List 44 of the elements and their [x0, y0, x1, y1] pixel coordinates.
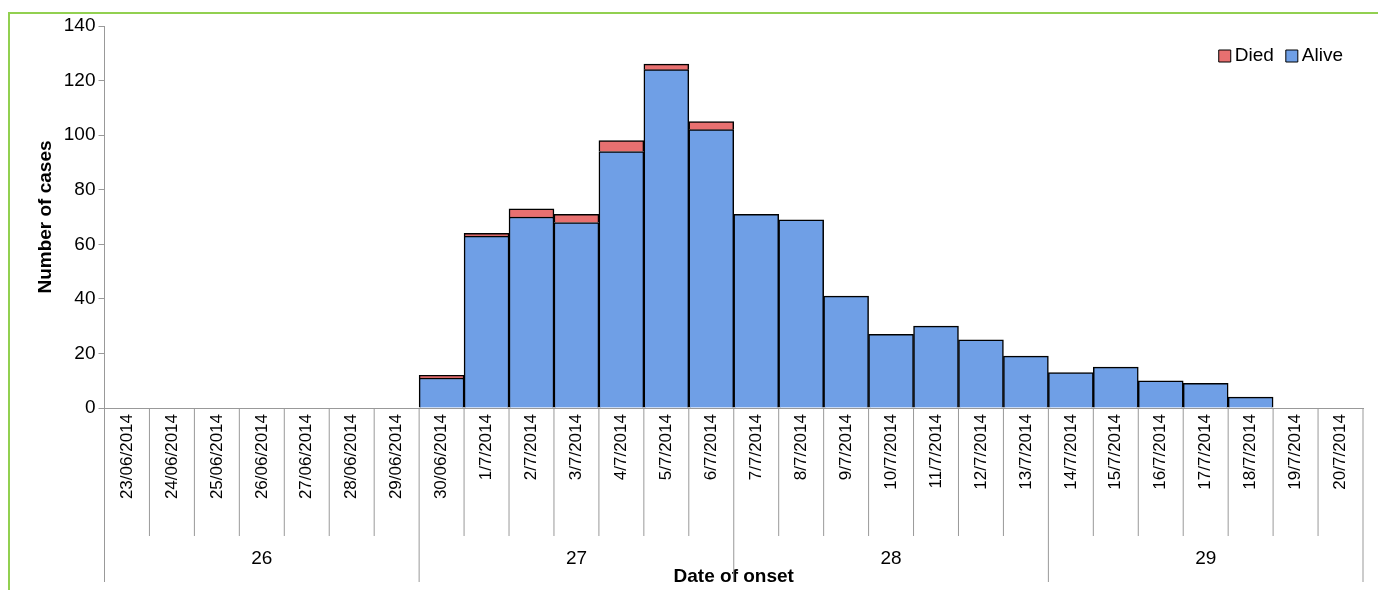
text: 26 — [251, 547, 273, 569]
x-tick-label: 7/7/2014 — [745, 414, 765, 481]
y-tick-label: 0 — [84, 396, 96, 418]
x-tick-label: 26/06/2014 — [251, 414, 271, 500]
y-tick-label: 40 — [74, 287, 96, 309]
x-tick-label: 16/7/2014 — [1150, 414, 1170, 490]
x-tick-label: 11/7/2014 — [925, 414, 945, 489]
y-tick-label: 140 — [63, 14, 96, 36]
y-tick-label: 120 — [63, 68, 96, 90]
x-tick-label: 19/7/2014 — [1285, 414, 1305, 490]
x-tick-label: 28/06/2014 — [341, 414, 361, 500]
x-tick-label: 12/7/2014 — [970, 414, 990, 490]
y-axis-title: Number of cases — [33, 140, 55, 294]
x-tick-label: 17/7/2014 — [1195, 414, 1215, 490]
x-tick-label: 29/06/2014 — [386, 414, 406, 500]
y-tick-label: 80 — [74, 177, 96, 199]
x-tick-label: 3/7/2014 — [566, 414, 586, 481]
text: 28 — [880, 547, 902, 569]
x-tick-label: 9/7/2014 — [835, 414, 855, 481]
x-tick-label: 30/06/2014 — [431, 414, 451, 500]
x-tick-label: 2/7/2014 — [521, 414, 541, 481]
x-axis-title: Date of onset — [673, 564, 795, 586]
y-tick-label: 20 — [74, 341, 96, 363]
text: 29 — [1195, 547, 1217, 569]
x-tick-label: 5/7/2014 — [656, 414, 676, 481]
x-tick-label: 24/06/2014 — [161, 414, 181, 500]
legend-label: Died — [1234, 44, 1274, 66]
x-tick-label: 23/06/2014 — [116, 414, 136, 500]
y-tick-label: 60 — [74, 232, 96, 254]
x-tick-label: 14/7/2014 — [1060, 414, 1080, 490]
x-tick-label: 6/7/2014 — [700, 414, 720, 481]
y-tick-label: 100 — [63, 123, 96, 145]
x-tick-label: 13/7/2014 — [1015, 414, 1035, 490]
x-tick-label: 1/7/2014 — [476, 414, 496, 481]
legend-label: Alive — [1301, 44, 1344, 66]
x-tick-label: 10/7/2014 — [880, 414, 900, 490]
x-tick-label: 25/06/2014 — [206, 414, 226, 500]
x-tick-label: 20/7/2014 — [1330, 414, 1350, 490]
x-tick-label: 27/06/2014 — [296, 414, 316, 500]
x-tick-label: 15/7/2014 — [1105, 414, 1125, 490]
text: 27 — [565, 547, 588, 569]
x-tick-label: 8/7/2014 — [790, 414, 810, 481]
x-tick-label: 4/7/2014 — [611, 414, 631, 481]
x-tick-label: 18/7/2014 — [1240, 414, 1260, 490]
